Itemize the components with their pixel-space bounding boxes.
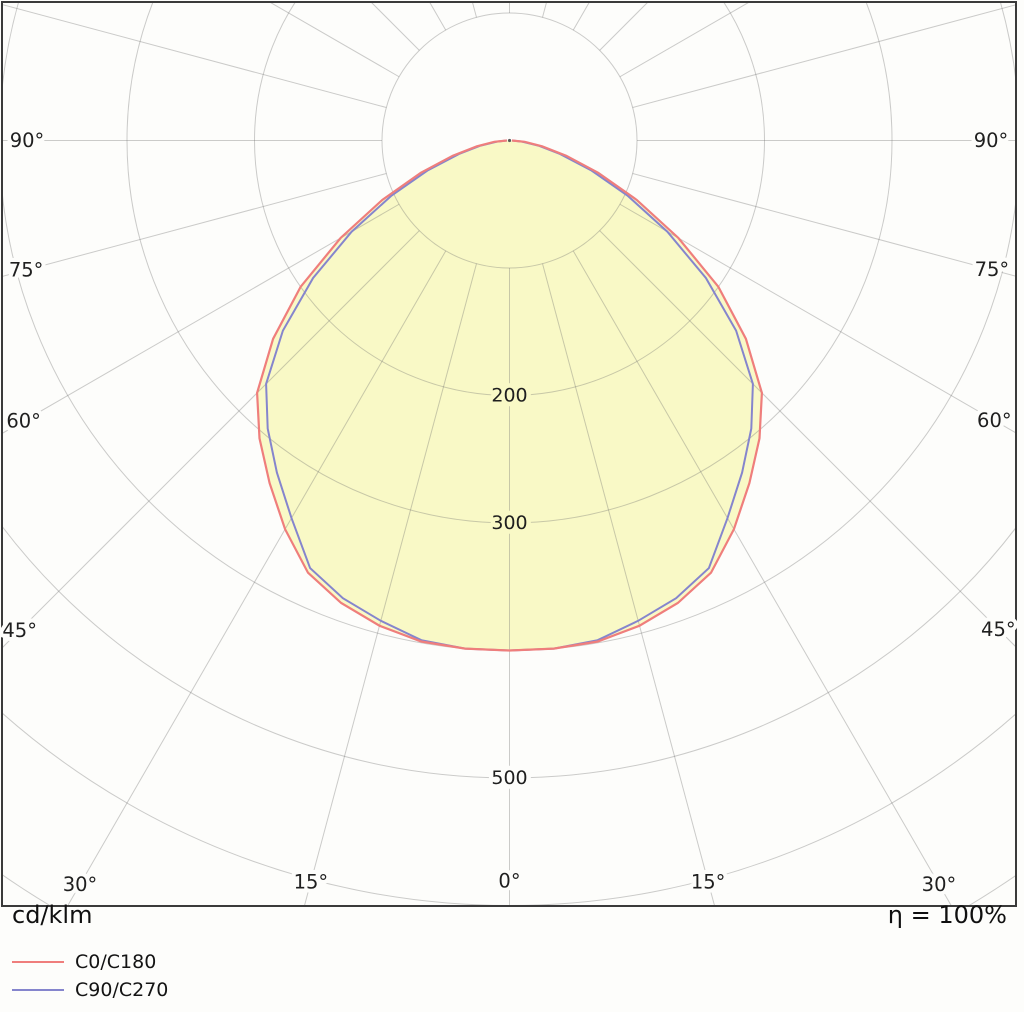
angle-label-0-right: 0° [498,870,520,893]
ring-label-500: 500 [491,767,527,789]
legend-item-c0-c180: C0/C180 [12,948,168,976]
legend: C0/C180 C90/C270 [12,948,168,1004]
angle-label-90-right: 90° [974,129,1009,152]
angle-label-75-right: 75° [975,258,1010,281]
angle-label-60-left: 60° [6,410,41,433]
pole-marker [507,138,512,143]
angle-label-30-left: 30° [63,873,98,896]
intensity-fill [257,140,762,651]
curve-c0-c180 [255,139,764,652]
legend-line-c90-c270-icon [12,989,64,991]
angle-labels: 0° 15° 15° 30° 30° 45° 45° 60° 60° 75° 75° 90° 90° [0,125,1020,900]
legend-line-c0-c180-icon [12,961,64,963]
angle-label-90-left: 90° [10,129,45,152]
ring-labels: 200 300 500 [487,380,532,794]
angle-label-15-left: 15° [294,870,329,893]
angle-label-15-right: 15° [691,870,726,893]
legend-label-c90-c270: C90/C270 [75,979,169,1001]
angle-label-45-right: 45° [981,618,1016,641]
curves [255,138,764,652]
angle-label-30-right: 30° [922,873,957,896]
plot-border [1,1,1017,907]
angle-label-60-right: 60° [977,409,1012,432]
legend-label-c0-c180: C0/C180 [75,951,157,973]
legend-item-c90-c270: C90/C270 [12,976,168,1004]
efficiency-label: η = 100% [887,901,1007,929]
ring-label-200: 200 [491,385,527,407]
angle-label-75-left: 75° [9,259,44,282]
ring-label-300: 300 [491,512,527,534]
angle-label-45-left: 45° [2,619,37,642]
unit-label: cd/klm [12,901,93,929]
